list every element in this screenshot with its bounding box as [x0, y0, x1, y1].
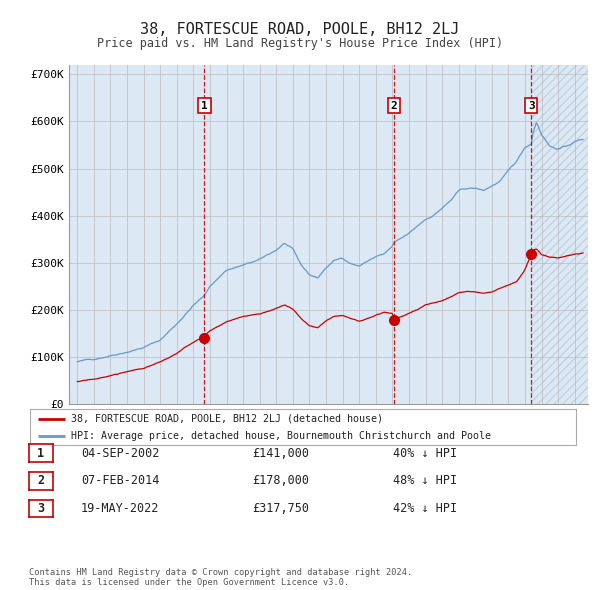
- Text: 19-MAY-2022: 19-MAY-2022: [81, 502, 160, 515]
- Text: 1: 1: [37, 447, 44, 460]
- Text: 40% ↓ HPI: 40% ↓ HPI: [393, 447, 457, 460]
- Text: 07-FEB-2014: 07-FEB-2014: [81, 474, 160, 487]
- Text: 3: 3: [37, 502, 44, 515]
- Text: £317,750: £317,750: [252, 502, 309, 515]
- Text: Contains HM Land Registry data © Crown copyright and database right 2024.
This d: Contains HM Land Registry data © Crown c…: [29, 568, 412, 587]
- Text: 1: 1: [201, 101, 208, 110]
- Text: 38, FORTESCUE ROAD, POOLE, BH12 2LJ (detached house): 38, FORTESCUE ROAD, POOLE, BH12 2LJ (det…: [71, 414, 383, 424]
- Text: Price paid vs. HM Land Registry's House Price Index (HPI): Price paid vs. HM Land Registry's House …: [97, 37, 503, 50]
- Text: HPI: Average price, detached house, Bournemouth Christchurch and Poole: HPI: Average price, detached house, Bour…: [71, 431, 491, 441]
- Text: £141,000: £141,000: [252, 447, 309, 460]
- Text: £178,000: £178,000: [252, 474, 309, 487]
- Text: 42% ↓ HPI: 42% ↓ HPI: [393, 502, 457, 515]
- Text: 04-SEP-2002: 04-SEP-2002: [81, 447, 160, 460]
- Text: 2: 2: [37, 474, 44, 487]
- Text: 38, FORTESCUE ROAD, POOLE, BH12 2LJ: 38, FORTESCUE ROAD, POOLE, BH12 2LJ: [140, 22, 460, 37]
- Text: 48% ↓ HPI: 48% ↓ HPI: [393, 474, 457, 487]
- Text: 3: 3: [528, 101, 535, 110]
- Text: 2: 2: [391, 101, 397, 110]
